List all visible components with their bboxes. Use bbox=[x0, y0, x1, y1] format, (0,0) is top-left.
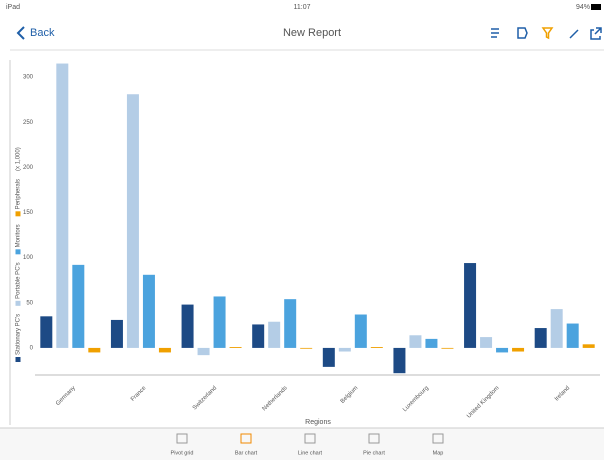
bar bbox=[534, 328, 547, 348]
bar bbox=[40, 316, 53, 348]
bar bbox=[566, 323, 579, 348]
tab-icon[interactable] bbox=[240, 433, 252, 444]
bar bbox=[550, 309, 563, 348]
tag-icon[interactable] bbox=[517, 27, 528, 39]
y-tick-label: 250 bbox=[23, 120, 34, 126]
bar bbox=[496, 347, 509, 353]
bar bbox=[158, 347, 171, 353]
bar bbox=[284, 299, 297, 348]
x-axis-title: Regions bbox=[305, 419, 331, 426]
filter-icon[interactable] bbox=[541, 27, 554, 40]
unit-label: (x 1,000) bbox=[16, 147, 22, 171]
legend-label: Peripherals bbox=[16, 179, 22, 209]
tab-label[interactable]: Bar chart bbox=[235, 450, 258, 456]
legend-swatch bbox=[15, 211, 21, 217]
battery-icon bbox=[591, 4, 601, 10]
bar bbox=[142, 274, 155, 348]
bar bbox=[126, 94, 139, 348]
share-icon[interactable] bbox=[590, 27, 602, 40]
back-button[interactable]: Back bbox=[30, 27, 55, 39]
y-tick-label: 200 bbox=[23, 165, 34, 171]
list-icon[interactable] bbox=[491, 28, 499, 38]
tab-icon[interactable] bbox=[176, 433, 188, 444]
bar bbox=[213, 296, 226, 348]
back-arrow[interactable] bbox=[16, 26, 25, 40]
tab-bar bbox=[0, 428, 604, 460]
bar bbox=[252, 324, 265, 348]
legend-label: Monitors bbox=[16, 224, 22, 247]
bar bbox=[338, 347, 351, 352]
toolbar bbox=[491, 27, 602, 40]
bar bbox=[72, 264, 85, 348]
y-tick-label: 100 bbox=[23, 255, 34, 261]
tab-label[interactable]: Pivot grid bbox=[171, 450, 194, 456]
y-tick-label: 50 bbox=[26, 300, 33, 306]
bar bbox=[268, 321, 281, 348]
bar bbox=[464, 263, 477, 348]
bar bbox=[425, 338, 438, 348]
legend-swatch bbox=[15, 357, 21, 362]
bar bbox=[197, 347, 210, 356]
tab-label[interactable]: Line chart bbox=[298, 450, 323, 456]
y-tick-label: 300 bbox=[23, 75, 34, 81]
bar bbox=[582, 344, 595, 348]
bar bbox=[393, 347, 406, 374]
tab-icon[interactable] bbox=[432, 433, 444, 444]
bar bbox=[370, 347, 383, 348]
tab-icon[interactable] bbox=[368, 433, 380, 444]
bar bbox=[229, 347, 242, 348]
legend: Stationary PC's Portable PC's Monitors Peri… bbox=[15, 147, 22, 362]
bar bbox=[322, 347, 335, 367]
bar bbox=[181, 304, 194, 348]
y-tick-label: 150 bbox=[23, 210, 34, 216]
bar bbox=[512, 347, 525, 352]
bar bbox=[88, 347, 101, 353]
legend-label: Portable PC's bbox=[16, 262, 22, 299]
bar bbox=[300, 347, 313, 349]
tab-label[interactable]: Pie chart bbox=[363, 450, 385, 456]
bar bbox=[441, 347, 454, 349]
clock: 11:07 bbox=[294, 4, 311, 11]
device-label: iPad bbox=[6, 4, 20, 11]
nav-title: New Report bbox=[283, 27, 341, 39]
bar bbox=[56, 63, 69, 348]
battery-label: 94% bbox=[576, 4, 590, 11]
legend-swatch bbox=[15, 300, 21, 306]
bar bbox=[409, 335, 422, 348]
bar bbox=[110, 319, 123, 348]
tab-icon[interactable] bbox=[304, 433, 316, 444]
y-tick-label: 0 bbox=[30, 345, 34, 351]
bar bbox=[354, 314, 367, 348]
bar bbox=[480, 337, 493, 348]
legend-label: Stationary PC's bbox=[16, 314, 22, 355]
edit-icon[interactable] bbox=[569, 29, 579, 39]
tab-label[interactable]: Map bbox=[433, 450, 444, 456]
legend-swatch bbox=[15, 249, 21, 255]
